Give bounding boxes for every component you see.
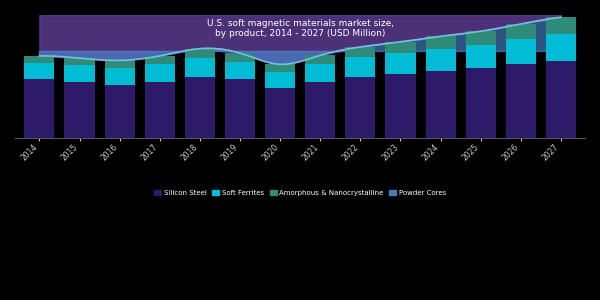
Bar <box>265 64 295 72</box>
Bar <box>185 58 215 77</box>
Bar <box>64 82 95 138</box>
Bar <box>546 17 576 34</box>
Bar <box>466 45 496 68</box>
Bar <box>425 71 455 138</box>
Bar <box>265 88 295 138</box>
Bar <box>385 74 416 138</box>
Bar <box>546 61 576 138</box>
Bar <box>546 34 576 61</box>
Bar <box>385 53 416 74</box>
Bar <box>25 56 55 63</box>
Bar <box>185 49 215 58</box>
Bar <box>225 53 255 61</box>
Bar <box>345 47 376 57</box>
Bar <box>305 56 335 64</box>
Bar <box>185 77 215 138</box>
Bar <box>145 64 175 82</box>
Bar <box>104 60 134 68</box>
Bar <box>225 61 255 80</box>
Bar <box>466 31 496 45</box>
Bar <box>265 72 295 88</box>
Bar <box>345 77 376 138</box>
Bar <box>225 80 255 138</box>
Bar <box>506 64 536 138</box>
Bar <box>64 58 95 65</box>
Bar <box>104 85 134 138</box>
Bar <box>145 56 175 64</box>
Legend: Silicon Steel, Soft Ferrites, Amorphous & Nanocrystalline, Powder Cores: Silicon Steel, Soft Ferrites, Amorphous … <box>151 188 449 199</box>
Bar <box>25 80 55 138</box>
Bar <box>305 82 335 138</box>
Bar <box>64 65 95 82</box>
Bar <box>104 68 134 85</box>
Bar <box>506 39 536 64</box>
Bar <box>425 36 455 49</box>
Bar <box>466 68 496 138</box>
Bar <box>145 82 175 138</box>
Bar <box>506 24 536 39</box>
Bar <box>385 42 416 53</box>
Bar <box>425 49 455 71</box>
Text: U.S. soft magnetic materials market size,
by product, 2014 - 2027 (USD Million): U.S. soft magnetic materials market size… <box>206 19 394 38</box>
Bar <box>305 64 335 82</box>
Bar <box>345 57 376 77</box>
Bar <box>25 63 55 80</box>
